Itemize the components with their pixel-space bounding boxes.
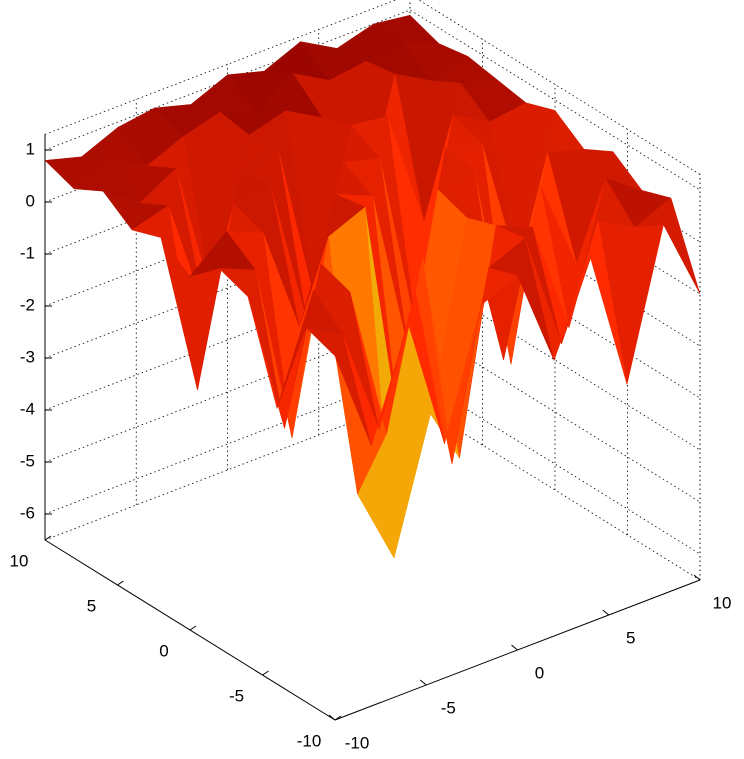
y-tick-label: -10: [297, 731, 322, 750]
axis-line: [334, 579, 701, 721]
z-tick-label: -3: [20, 347, 35, 366]
z-tick-label: -4: [20, 399, 35, 418]
y-tick-label: -5: [229, 686, 244, 705]
z-tick-label: -5: [20, 451, 35, 470]
surface: [44, 14, 701, 559]
x-tick-label: -5: [441, 698, 456, 717]
x-tick-label: 0: [535, 663, 544, 682]
x-tick-label: 10: [713, 593, 732, 612]
y-tick-label: 5: [87, 596, 96, 615]
z-tick-label: 1: [26, 139, 35, 158]
surface-patch: [305, 327, 372, 447]
axis-line: [44, 539, 336, 721]
z-tick-label: 0: [26, 191, 35, 210]
y-tick: [44, 535, 52, 541]
y-tick-label: 0: [159, 641, 168, 660]
x-tick: [419, 679, 427, 686]
x-tick: [511, 644, 518, 651]
z-tick-label: -1: [20, 243, 35, 262]
x-tick-label: -10: [345, 733, 370, 752]
y-tick: [262, 670, 269, 676]
x-tick: [602, 609, 610, 616]
y-tick-label: 10: [10, 551, 29, 570]
z-tick-label: -2: [20, 295, 35, 314]
y-tick: [189, 625, 197, 631]
z-tick-label: -6: [20, 503, 35, 522]
x-tick: [693, 574, 701, 581]
x-tick-label: 5: [626, 628, 635, 647]
y-tick: [117, 580, 124, 586]
box-edge: [418, 0, 701, 175]
